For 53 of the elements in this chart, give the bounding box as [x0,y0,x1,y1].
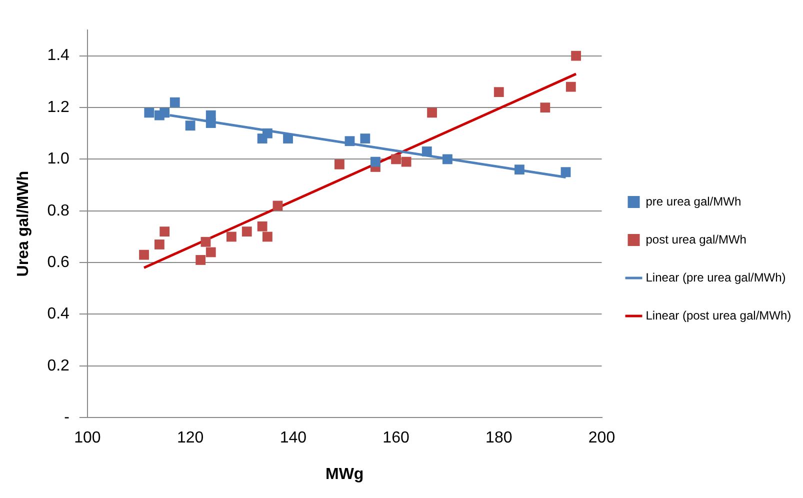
y-tick-label: - [64,409,70,426]
point [206,110,216,120]
point [160,108,170,118]
x-tick-label: 160 [382,430,410,447]
y-tick-label: 1.0 [47,150,70,168]
y-axis-title: Urea gal/MWh [15,170,32,277]
point [170,97,180,108]
point [370,156,380,167]
point [257,221,268,232]
x-tick-label: 100 [74,430,101,447]
point [200,236,211,247]
point [494,87,504,97]
point [226,232,236,242]
point [391,154,401,164]
point [422,146,432,156]
point [144,108,154,118]
x-tick-label: 140 [280,430,307,447]
x-tick-label: 200 [588,430,616,447]
point [262,128,272,138]
x-tick-label: 120 [176,430,204,447]
point [344,136,355,146]
point [154,240,164,250]
point [514,164,524,174]
point [242,226,252,236]
y-tick-label: 1.2 [47,98,70,116]
legend-label: Linear (post urea gal/MWh) [646,308,792,322]
point [360,134,370,144]
point [262,232,272,242]
y-tick-label: 0.6 [47,254,70,271]
point [206,247,216,258]
y-tick-label: 0.2 [47,357,70,374]
point [185,120,196,131]
point [560,167,571,178]
legend-label: post urea gal/MWh [646,232,746,246]
legend-label: Linear (pre urea gal/MWh) [646,270,786,284]
point [272,200,283,211]
point [427,108,437,118]
point [540,102,550,112]
y-tick-label: 0.4 [47,306,70,323]
point [571,50,581,61]
point [196,255,206,265]
point [334,159,344,170]
x-tick-label: 180 [486,430,512,447]
point [160,226,170,236]
point [566,82,576,92]
point [283,134,293,144]
point [442,154,452,164]
y-tick-label: 1.4 [47,47,70,64]
point [139,250,149,260]
point [401,156,412,167]
y-tick-label: 0.8 [47,202,70,220]
legend-label: pre urea gal/MWh [646,194,742,208]
x-axis-title: MWg [325,466,364,483]
